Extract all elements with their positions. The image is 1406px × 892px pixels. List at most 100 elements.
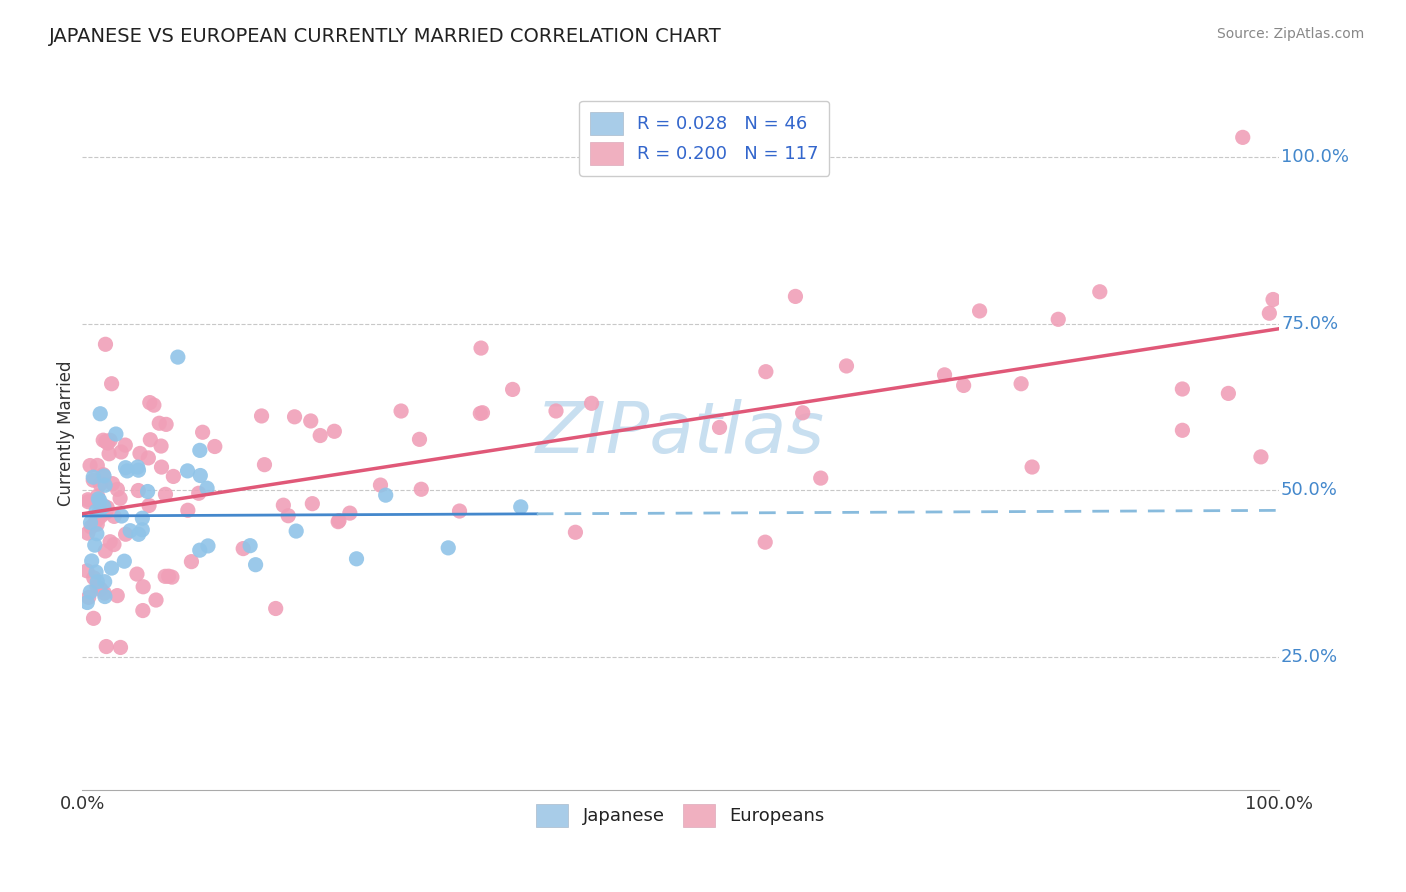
Point xyxy=(1021,460,1043,475)
Point xyxy=(150,439,173,453)
Point xyxy=(339,506,361,520)
Point xyxy=(564,525,586,540)
Point xyxy=(82,470,104,484)
Point xyxy=(188,468,211,483)
Point xyxy=(264,601,287,615)
Point xyxy=(127,460,149,475)
Point xyxy=(131,511,153,525)
Point xyxy=(138,450,160,465)
Point xyxy=(87,491,110,506)
Point xyxy=(80,554,103,568)
Point xyxy=(87,512,110,526)
Point xyxy=(969,304,991,318)
Point xyxy=(177,503,200,517)
Point xyxy=(127,463,149,477)
Point xyxy=(98,534,121,549)
Point xyxy=(204,440,226,454)
Point xyxy=(114,438,136,452)
Point xyxy=(239,539,262,553)
Point xyxy=(132,580,155,594)
Point xyxy=(86,458,108,473)
Point xyxy=(328,515,350,529)
Point xyxy=(1261,293,1284,307)
Point xyxy=(1218,386,1240,401)
Point xyxy=(162,469,184,483)
Point xyxy=(76,564,98,578)
Point xyxy=(273,498,295,512)
Point xyxy=(114,460,136,475)
Point xyxy=(131,523,153,537)
Point xyxy=(80,520,103,534)
Point xyxy=(250,409,273,423)
Point xyxy=(810,471,832,485)
Point xyxy=(1171,382,1194,396)
Point xyxy=(437,541,460,555)
Legend: Japanese, Europeans: Japanese, Europeans xyxy=(529,797,832,834)
Point xyxy=(105,589,128,603)
Point xyxy=(77,492,100,507)
Point xyxy=(792,406,814,420)
Point xyxy=(93,469,115,483)
Point xyxy=(86,574,108,589)
Point xyxy=(93,500,115,514)
Point xyxy=(110,640,132,655)
Point xyxy=(82,473,104,487)
Point xyxy=(91,434,114,448)
Point xyxy=(86,526,108,541)
Point xyxy=(96,500,118,515)
Point xyxy=(544,404,567,418)
Point xyxy=(232,541,254,556)
Point xyxy=(90,509,112,524)
Point xyxy=(166,350,188,364)
Point xyxy=(754,535,776,549)
Point xyxy=(83,516,105,531)
Point xyxy=(100,561,122,575)
Point xyxy=(176,464,198,478)
Point xyxy=(83,538,105,552)
Point xyxy=(90,582,112,597)
Point xyxy=(188,443,211,458)
Point xyxy=(1010,376,1032,391)
Point xyxy=(374,488,396,502)
Point xyxy=(94,544,117,558)
Text: Source: ZipAtlas.com: Source: ZipAtlas.com xyxy=(1216,27,1364,41)
Point xyxy=(1258,306,1281,320)
Point xyxy=(148,416,170,430)
Point xyxy=(785,289,807,303)
Point xyxy=(502,383,524,397)
Point xyxy=(84,565,107,579)
Point xyxy=(89,407,111,421)
Point xyxy=(155,569,177,583)
Point xyxy=(299,414,322,428)
Point xyxy=(191,425,214,440)
Point xyxy=(755,365,778,379)
Point xyxy=(90,499,112,513)
Point xyxy=(449,504,471,518)
Point xyxy=(370,478,392,492)
Point xyxy=(470,341,492,355)
Point xyxy=(97,436,120,450)
Point xyxy=(94,478,117,492)
Point xyxy=(79,585,101,599)
Point xyxy=(253,458,276,472)
Point xyxy=(98,434,121,448)
Point xyxy=(157,569,180,583)
Point xyxy=(283,409,305,424)
Point xyxy=(110,508,132,523)
Point xyxy=(835,359,858,373)
Point xyxy=(1088,285,1111,299)
Point xyxy=(86,579,108,593)
Point xyxy=(83,571,105,585)
Point xyxy=(104,427,127,442)
Point xyxy=(83,611,105,625)
Point xyxy=(1047,312,1070,326)
Point xyxy=(128,527,150,541)
Point xyxy=(98,447,121,461)
Point xyxy=(323,425,346,439)
Point xyxy=(952,378,974,392)
Point xyxy=(112,554,135,568)
Point xyxy=(84,504,107,518)
Point xyxy=(346,551,368,566)
Point xyxy=(150,460,173,475)
Text: 75.0%: 75.0% xyxy=(1281,315,1339,333)
